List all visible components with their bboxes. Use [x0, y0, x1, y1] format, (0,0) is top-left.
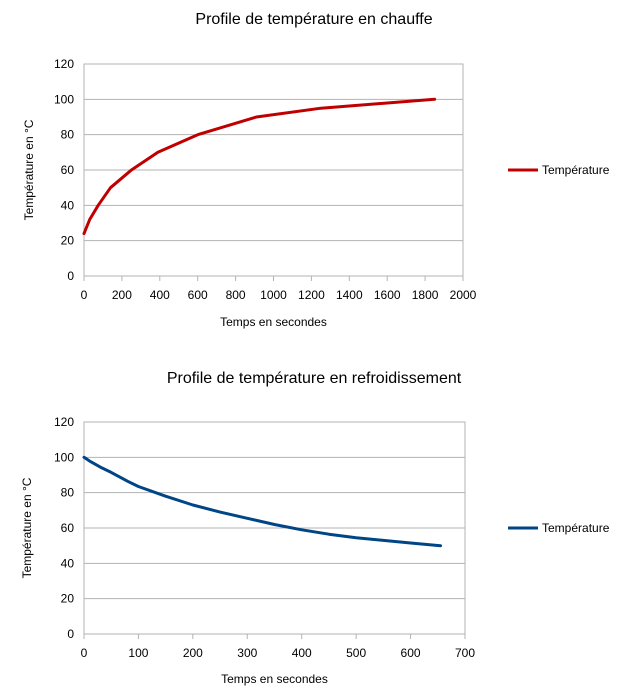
- x-tick-label: 2000: [450, 288, 477, 302]
- series-line: [82, 455, 442, 548]
- x-tick-label: 200: [112, 288, 132, 302]
- y-axis-label: Température en °C: [22, 119, 36, 220]
- plot-area-frame: [83, 421, 466, 635]
- x-tick-label: 100: [128, 646, 148, 660]
- y-tick-label: 40: [61, 556, 75, 570]
- y-tick-label: 120: [54, 57, 74, 71]
- y-tick-label: 60: [61, 163, 75, 177]
- chart-title: Profile de température en chauffe: [195, 11, 432, 28]
- x-axis-label: Temps en secondes: [220, 315, 327, 329]
- cooling-chart: Profile de température en refroidissemen…: [20, 370, 610, 686]
- x-tick-label: 400: [150, 288, 170, 302]
- y-tick-label: 20: [61, 592, 75, 606]
- legend-label: Température: [542, 163, 610, 177]
- x-tick-label: 800: [226, 288, 246, 302]
- x-tick-label: 500: [346, 646, 366, 660]
- x-tick-label: 600: [188, 288, 208, 302]
- heating-chart: Profile de température en chauffe 0 20 40 60…: [22, 11, 610, 329]
- x-tick-label: 1200: [298, 288, 325, 302]
- x-tick-label: 600: [401, 646, 421, 660]
- y-tick-label: 20: [61, 234, 75, 248]
- legend-label: Température: [542, 521, 610, 535]
- y-tick-label: 40: [61, 198, 75, 212]
- y-tick-label: 0: [67, 269, 74, 283]
- x-tick-label: 1600: [374, 288, 401, 302]
- x-tick-label: 300: [237, 646, 257, 660]
- x-tick-label: 700: [455, 646, 475, 660]
- y-tick-label: 100: [54, 92, 74, 106]
- y-tick-label: 60: [61, 521, 75, 535]
- y-tick-label: 80: [61, 128, 75, 142]
- x-tick-label: 1400: [336, 288, 363, 302]
- y-tick-label: 0: [67, 627, 74, 641]
- x-tick-label: 1800: [412, 288, 439, 302]
- x-tick-label: 400: [292, 646, 312, 660]
- x-tick-label: 200: [183, 646, 203, 660]
- y-axis-label: Température en °C: [20, 477, 34, 578]
- y-tick-label: 100: [54, 450, 74, 464]
- chart-title: Profile de température en refroidissemen…: [167, 370, 462, 387]
- y-tick-label: 80: [61, 486, 75, 500]
- x-tick-label: 0: [81, 288, 88, 302]
- x-tick-label: 0: [81, 646, 88, 660]
- x-axis-label: Temps en secondes: [221, 672, 328, 686]
- series-line: [82, 97, 437, 236]
- x-tick-label: 1000: [260, 288, 287, 302]
- y-tick-label: 120: [54, 415, 74, 429]
